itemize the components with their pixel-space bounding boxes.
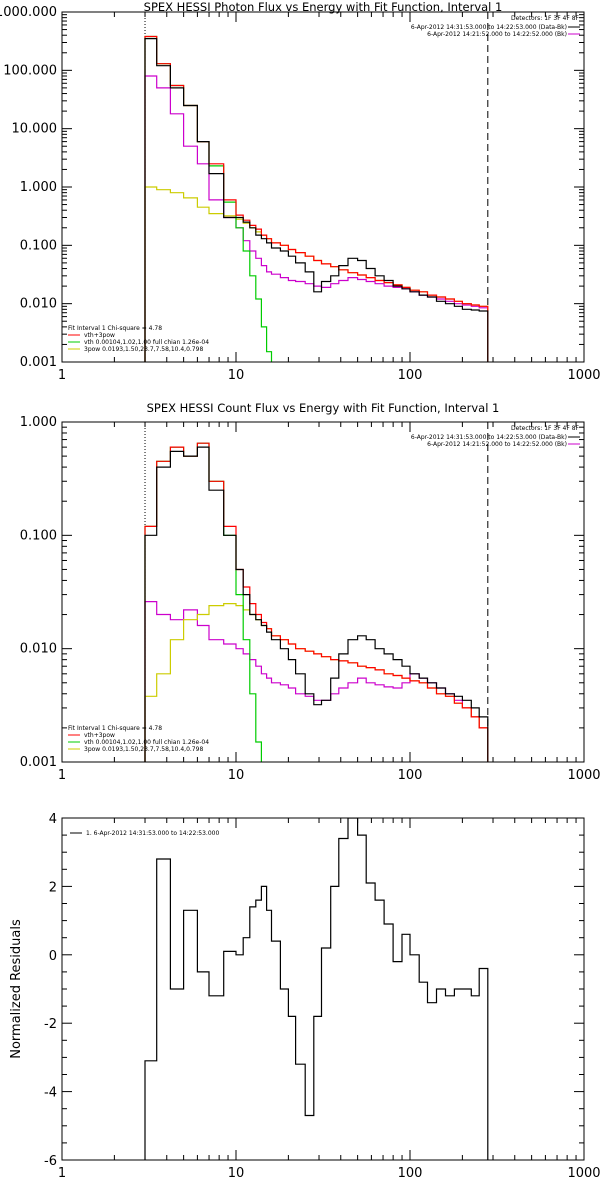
photon-flux-y-ticks: 0.001 0.010 0.100 1.000 10.000 100.000 1000.00… <box>0 5 584 370</box>
x-tick-label: 1 <box>58 368 66 383</box>
series-data <box>144 446 489 762</box>
y-tick-label: 100.000 <box>3 63 57 78</box>
x-tick-label: 1000 <box>567 768 600 783</box>
y-tick-label: 1.000 <box>20 415 57 430</box>
y-tick-label: 0.100 <box>20 238 57 253</box>
photon-flux-series <box>144 35 489 362</box>
fit-legend-entry: 3pow 0.0193,1.50,23.7,7.58,10.4,0.798 <box>84 746 203 753</box>
background-interval-text: 6-Apr-2012 14:21:52.000 to 14:22:52.000 … <box>427 31 567 38</box>
y-tick-label: 10.000 <box>12 122 58 137</box>
x-tick-label: 10 <box>228 1166 245 1181</box>
series-thermal <box>144 35 273 362</box>
count-flux-series <box>144 442 489 762</box>
x-tick-label: 1 <box>58 1166 66 1181</box>
x-tick-label: 1000 <box>567 1166 600 1181</box>
fit-legend-entry: vth+3pow <box>84 332 115 339</box>
y-tick-label: 4 <box>49 812 57 827</box>
x-tick-label: 1 <box>58 768 66 783</box>
photon-flux-frame <box>61 11 585 363</box>
series-total <box>144 442 489 762</box>
photon-flux-panel: SPEX HESSI Photon Flux vs Energy with Fi… <box>0 0 600 383</box>
y-tick-label: 0.001 <box>20 355 57 370</box>
y-tick-label: 0.010 <box>20 642 57 657</box>
y-tick-label: -2 <box>44 1017 57 1032</box>
detectors-text: Detectors: 1F 3F 4F 8F <box>511 425 580 432</box>
series-thermal <box>144 442 262 762</box>
data-interval-text: 6-Apr-2012 14:31:53.000 to 14:22:53.000 … <box>411 24 567 31</box>
y-tick-label: 0.100 <box>20 528 57 543</box>
x-tick-label: 1000 <box>567 368 600 383</box>
fit-legend-header: Fit Interval 1 Chi-square = 4.78 <box>68 325 162 332</box>
series-data <box>144 38 489 362</box>
residuals-series <box>144 818 489 1160</box>
x-tick-label: 100 <box>398 368 423 383</box>
count-flux-legend: Fit Interval 1 Chi-square = 4.78vth+3pow… <box>68 725 209 753</box>
photon-flux-title: SPEX HESSI Photon Flux vs Energy with Fi… <box>144 0 503 14</box>
x-tick-label: 10 <box>228 368 245 383</box>
fit-legend-entry: vth 0.00104,1.02,1.00 full chian 1.26e-0… <box>84 339 209 346</box>
fit-legend-entry: vth 0.00104,1.02,1.00 full chian 1.26e-0… <box>84 739 209 746</box>
y-tick-label: 0 <box>49 949 57 964</box>
series-background <box>144 75 489 362</box>
data-interval-text: 6-Apr-2012 14:31:53.000 to 14:22:53.000 … <box>411 434 567 441</box>
fit-legend-header: Fit Interval 1 Chi-square = 4.78 <box>68 725 162 732</box>
count-flux-title: SPEX HESSI Count Flux vs Energy with Fit… <box>147 401 500 415</box>
fit-legend-entry: 3pow 0.0193,1.50,23.7,7.58,10.4,0.798 <box>84 346 203 353</box>
residuals-frame <box>61 817 585 1161</box>
photon-flux-legend: Fit Interval 1 Chi-square = 4.78vth+3pow… <box>68 325 209 353</box>
series-total <box>144 35 489 362</box>
detectors-text: Detectors: 1F 3F 4F 8F <box>511 15 580 22</box>
x-tick-label: 100 <box>398 768 423 783</box>
count-flux-y-ticks: 0.001 0.010 0.100 1.000 <box>20 415 584 770</box>
y-tick-label: 0.001 <box>20 755 57 770</box>
count-flux-panel: SPEX HESSI Count Flux vs Energy with Fit… <box>20 401 600 783</box>
count-flux-info: Detectors: 1F 3F 4F 8F 6-Apr-2012 14:31:5… <box>411 425 580 448</box>
y-tick-label: 1.000 <box>20 180 57 195</box>
residuals-y-axis-label: Normalized Residuals <box>9 919 24 1059</box>
x-tick-label: 100 <box>398 1166 423 1181</box>
x-tick-label: 10 <box>228 768 245 783</box>
residuals-legend-text: 1. 6-Apr-2012 14:31:53.000 to 14:22:53.0… <box>86 830 219 837</box>
series-residuals <box>144 818 489 1160</box>
photon-flux-info: Detectors: 1F 3F 4F 8F 6-Apr-2012 14:31:5… <box>411 15 580 38</box>
residuals-legend: 1. 6-Apr-2012 14:31:53.000 to 14:22:53.0… <box>70 830 219 837</box>
residuals-y-ticks: -6 -4 -2 0 2 4 <box>44 812 584 1169</box>
y-tick-label: -4 <box>44 1086 57 1101</box>
fit-legend-entry: vth+3pow <box>84 732 115 739</box>
residuals-x-ticks: 1 10 100 1000 <box>58 818 600 1181</box>
background-interval-text: 6-Apr-2012 14:21:52.000 to 14:22:52.000 … <box>427 441 567 448</box>
y-tick-label: 0.010 <box>20 297 57 312</box>
y-tick-label: 1000.000 <box>0 5 57 20</box>
count-flux-frame <box>61 421 585 763</box>
count-flux-x-ticks: 1 10 100 1000 <box>58 422 600 783</box>
photon-flux-x-ticks: 1 10 100 1000 <box>58 12 600 383</box>
y-tick-label: -6 <box>44 1154 57 1169</box>
y-tick-label: 2 <box>49 880 57 895</box>
residuals-panel: 1 10 100 1000 -6 -4 -2 0 2 4 Normalized Residuals 1… <box>9 812 600 1181</box>
